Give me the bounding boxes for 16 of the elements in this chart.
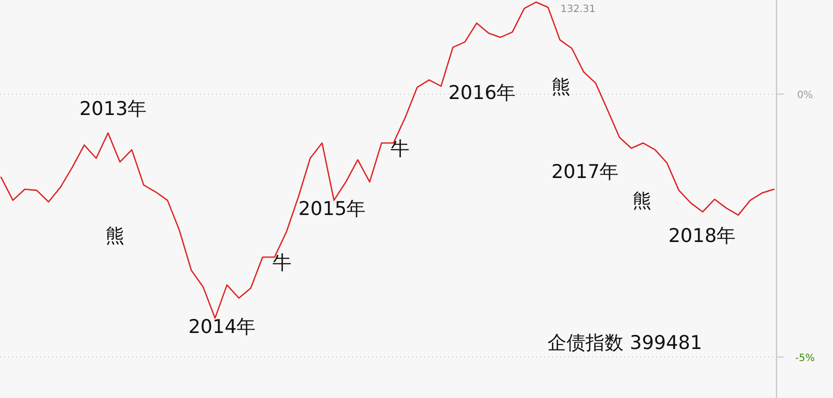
annotation: 熊 [106, 225, 124, 247]
annotation: 2013年 [79, 98, 147, 120]
annotation: 熊 [552, 76, 570, 98]
annotation: 2014年 [188, 316, 256, 338]
annotation: 132.31 [560, 4, 596, 15]
annotation: 牛 [272, 252, 292, 274]
y-tick-label: 0% [797, 90, 813, 102]
text: 企债指数 399481 [548, 332, 702, 354]
line-series [0, 1, 775, 319]
y-tick-label: -5% [795, 352, 815, 364]
annotation: 2015年 [298, 198, 366, 220]
annotation: 2017年 [551, 161, 619, 183]
annotation: 2018年 [668, 225, 736, 247]
annotation: 2016年 [448, 82, 516, 104]
annotation: 熊 [632, 190, 652, 212]
annotation: 牛 [390, 138, 410, 160]
